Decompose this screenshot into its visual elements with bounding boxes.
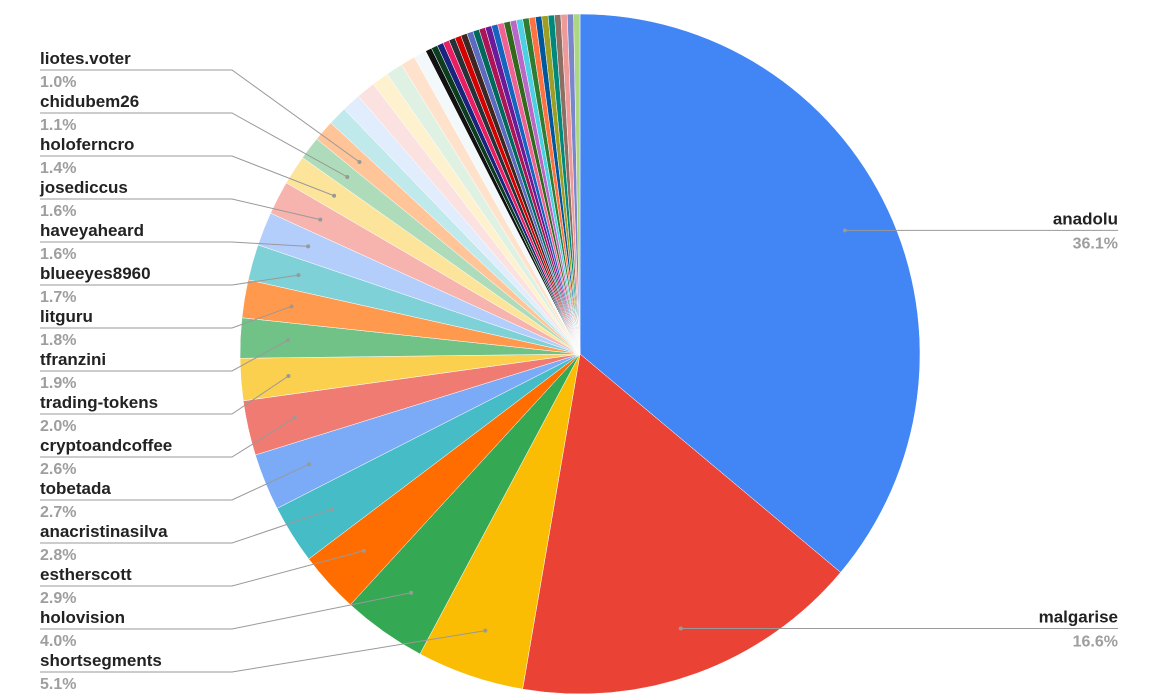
slice-label: holovision (40, 608, 125, 627)
slice-value-label: 1.8% (40, 332, 76, 349)
slice-label: tfranzini (40, 350, 106, 369)
leader-line (40, 241, 309, 247)
leader-dot (330, 507, 335, 512)
slice-value-label: 4.0% (40, 633, 76, 650)
leader-line (40, 463, 310, 501)
slice-label: anacristinasilva (40, 522, 168, 541)
slice-value-label: 2.0% (40, 418, 76, 435)
slice-value-label: 1.4% (40, 160, 76, 177)
slice-value-label: 5.1% (40, 676, 76, 693)
leader-line (40, 417, 295, 458)
slice-label: cryptoandcoffee (40, 436, 172, 455)
slice-label: estherscott (40, 565, 132, 584)
slice-label: liotes.voter (40, 49, 131, 68)
pie-slice (579, 13, 921, 573)
leader-dot (289, 304, 294, 309)
slice-label: haveyaheard (40, 221, 144, 240)
leader-dot (307, 462, 312, 467)
slice-label: chidubem26 (40, 92, 139, 111)
slice-label: josediccus (39, 178, 128, 197)
slice-label: anadolu (1053, 209, 1118, 228)
leader-line (40, 198, 321, 221)
leader-line (40, 305, 292, 329)
leader-line (40, 550, 364, 587)
slice-label: shortsegments (40, 651, 162, 670)
slice-label: malgarise (1039, 607, 1118, 626)
leader-dot (296, 273, 301, 278)
leader-line (40, 274, 299, 286)
slice-value-label: 2.8% (40, 547, 76, 564)
slice-value-label: 2.7% (40, 504, 76, 521)
leader-dot (306, 244, 311, 249)
leader-dot (318, 217, 323, 222)
slice-value-label: 1.1% (40, 117, 76, 134)
leader-line (40, 69, 360, 163)
leader-dot (361, 548, 366, 553)
leader-dot (332, 193, 337, 198)
leader-line (40, 592, 412, 630)
leader-line (40, 375, 289, 415)
slice-label: litguru (40, 307, 93, 326)
slice-value-label: 2.6% (40, 461, 76, 478)
slice-value-label: 1.0% (40, 74, 76, 91)
slice-value-label: 1.6% (40, 203, 76, 220)
leader-dot (286, 374, 291, 379)
pie-slice (522, 353, 841, 695)
slice-value-label: 2.9% (40, 590, 76, 607)
leader-dot (357, 160, 362, 165)
slice-value-label: 1.6% (40, 246, 76, 263)
slice-label: trading-tokens (40, 393, 158, 412)
leader-line (40, 339, 289, 372)
leader-dot (409, 590, 414, 595)
leader-dot (483, 628, 488, 633)
leader-line (40, 508, 333, 544)
slice-value-label: 1.7% (40, 289, 76, 306)
slice-label: tobetada (40, 479, 111, 498)
slice-label: blueeyes8960 (40, 264, 151, 283)
leader-line (40, 630, 486, 673)
slice-label: holoferncro (40, 135, 134, 154)
slice-value-label: 36.1% (1073, 235, 1118, 252)
leader-dot (842, 228, 847, 233)
leader-dot (292, 415, 297, 420)
leader-line (40, 112, 348, 178)
leader-dot (678, 626, 683, 631)
leader-dot (345, 174, 350, 179)
leader-line (40, 155, 335, 197)
slice-value-label: 1.9% (40, 375, 76, 392)
slice-value-label: 16.6% (1073, 633, 1118, 650)
pie-slice (573, 13, 581, 355)
leader-dot (285, 338, 290, 343)
